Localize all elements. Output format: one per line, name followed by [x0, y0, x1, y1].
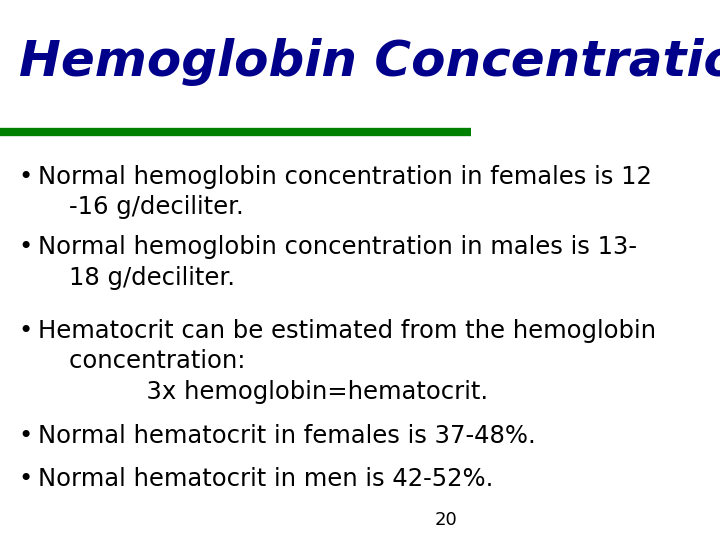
Text: Normal hematocrit in females is 37-48%.: Normal hematocrit in females is 37-48%.	[37, 424, 536, 448]
Text: Hematocrit can be estimated from the hemoglobin
    concentration:
             : Hematocrit can be estimated from the hem…	[37, 319, 656, 404]
Text: •: •	[19, 467, 33, 491]
Text: 20: 20	[435, 511, 457, 529]
Text: Normal hemoglobin concentration in females is 12
    -16 g/deciliter.: Normal hemoglobin concentration in femal…	[37, 165, 652, 219]
Text: •: •	[19, 165, 33, 188]
Text: Hemoglobin Concentrations: Hemoglobin Concentrations	[19, 38, 720, 86]
Text: •: •	[19, 235, 33, 259]
Text: Normal hemoglobin concentration in males is 13-
    18 g/deciliter.: Normal hemoglobin concentration in males…	[37, 235, 636, 289]
Text: Normal hematocrit in men is 42-52%.: Normal hematocrit in men is 42-52%.	[37, 467, 493, 491]
Text: •: •	[19, 424, 33, 448]
Text: •: •	[19, 319, 33, 342]
